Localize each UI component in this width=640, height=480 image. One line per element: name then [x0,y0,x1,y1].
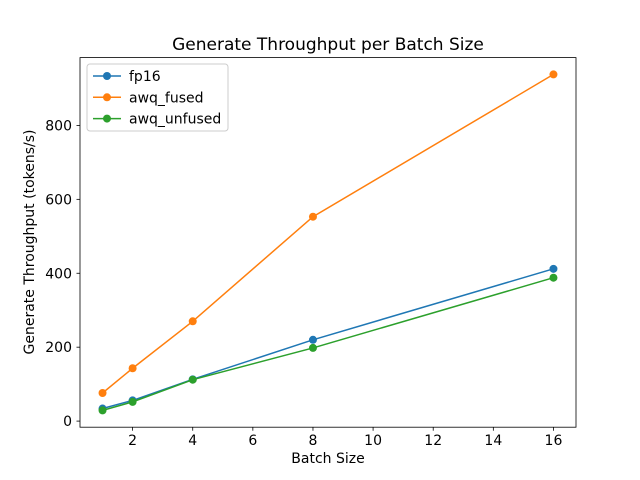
data-point-awq_unfused [549,273,558,282]
chart-title: Generate Throughput per Batch Size [172,35,484,55]
legend-box [86,63,229,132]
data-point-awq_fused [98,389,107,398]
legend-label-fp16: fp16 [129,69,161,85]
data-point-awq_fused [188,317,197,326]
series-line-awq_unfused [102,276,554,412]
y-tick-label: 400 [45,266,72,282]
y-tick-label: 600 [45,192,72,208]
x-tick-label: 10 [364,433,382,449]
legend-marker [103,72,111,80]
y-tick-label: 200 [45,340,72,356]
data-point-fp16 [549,264,558,273]
data-point-awq_unfused [128,397,137,406]
data-point-fp16 [308,335,317,344]
data-point-awq_fused [128,364,137,373]
legend-marker [103,93,111,102]
legend-marker [103,114,111,123]
y-tick-label: 800 [45,118,72,134]
data-point-awq_fused [308,212,317,221]
x-tick-label: 12 [424,433,442,449]
x-tick-label: 16 [545,433,563,449]
legend-label-awq_fused: awq_fused [129,90,204,106]
x-tick-label: 6 [248,433,257,449]
x-tick-label: 14 [484,433,502,449]
x-tick-label: 8 [309,433,318,449]
x-axis-label: Batch Size [291,451,364,467]
data-point-awq_fused [549,70,558,79]
data-point-awq_unfused [308,343,317,352]
y-tick-label: 0 [63,414,72,430]
x-tick-label: 2 [128,433,137,449]
y-axis-label: Generate Throughput (tokens/s) [22,130,38,355]
x-tick-label: 4 [188,433,197,449]
plot-border [79,57,577,428]
data-point-awq_unfused [188,375,197,384]
legend-label-awq_unfused: awq_unfused [129,112,221,128]
data-point-awq_unfused [98,406,107,415]
